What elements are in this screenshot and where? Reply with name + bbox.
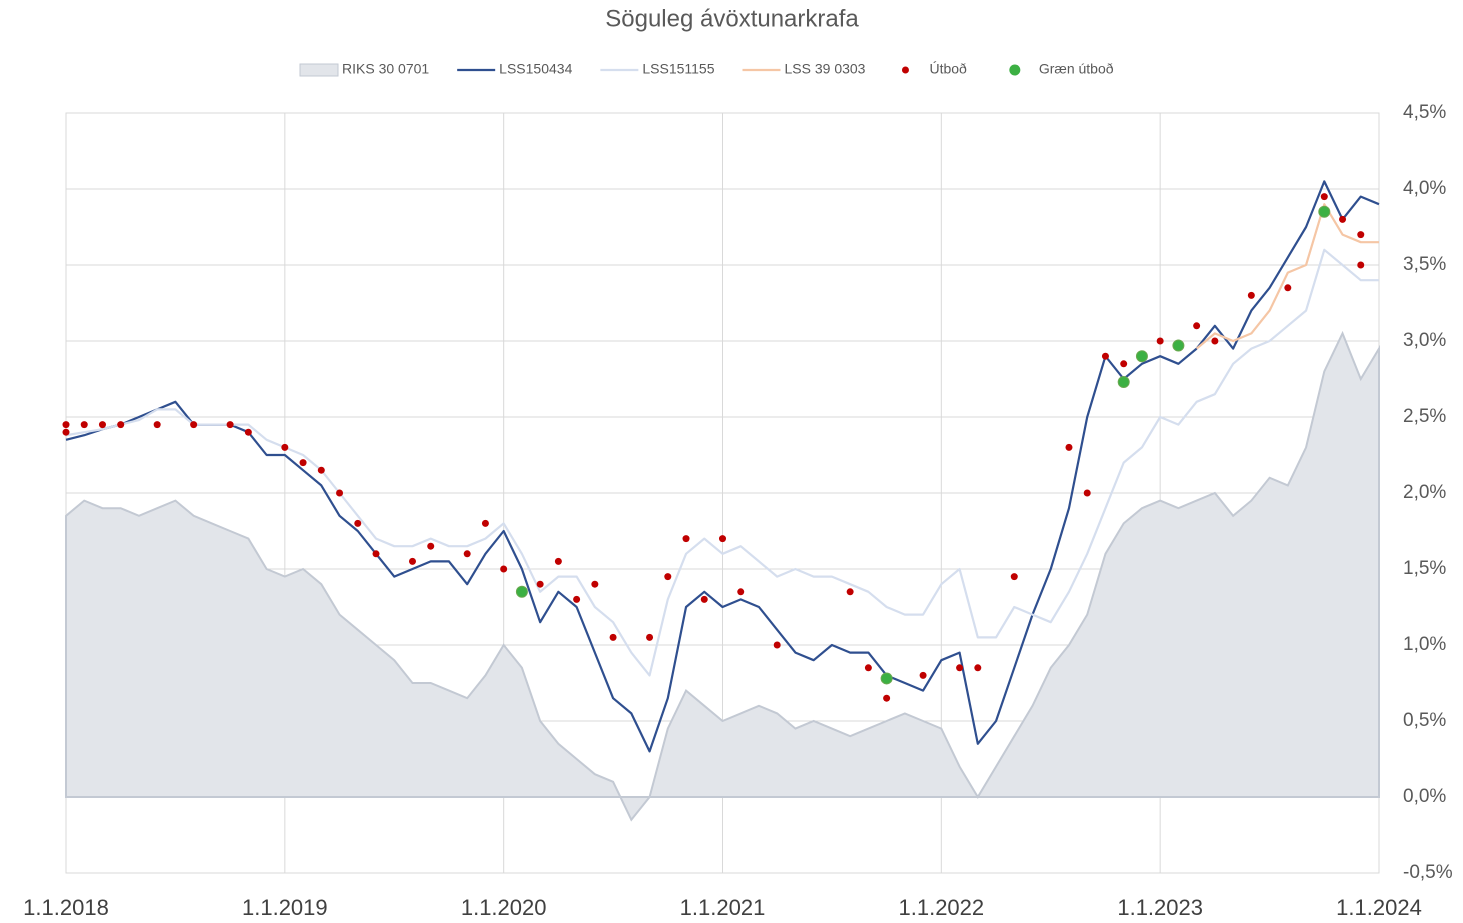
point (1117, 376, 1130, 389)
x-tick-label: 1.1.2020 (461, 895, 547, 920)
line (65, 180, 1380, 753)
point (1065, 443, 1073, 451)
point (62, 428, 70, 436)
legend-swatch (299, 63, 339, 77)
x-tick-label: 1.1.2018 (23, 895, 109, 920)
point (1318, 205, 1331, 218)
point (536, 580, 544, 588)
x-tick-label: 1.1.2023 (1117, 895, 1203, 920)
point (226, 421, 234, 429)
point (956, 664, 964, 672)
x-tick-label: 1.1.2022 (899, 895, 985, 920)
point (336, 489, 344, 497)
point (1135, 350, 1148, 363)
point (1357, 261, 1365, 269)
legend-label: LSS151155 (642, 61, 714, 77)
legend-label: RIKS 30 0701 (342, 61, 429, 77)
point (646, 633, 654, 641)
point (664, 573, 672, 581)
legend-label: Útboð (929, 61, 967, 77)
point (554, 557, 562, 565)
point (1172, 339, 1185, 352)
point (1247, 291, 1255, 299)
point (299, 459, 307, 467)
y-tick-label: 2,0% (1403, 482, 1446, 503)
line (1195, 203, 1379, 350)
point (591, 580, 599, 588)
point (919, 671, 927, 679)
point (153, 421, 161, 429)
y-tick-label: 0,5% (1403, 710, 1446, 731)
point (1193, 322, 1201, 330)
chart-title: Söguleg ávöxtunarkrafa (605, 5, 859, 32)
point (1357, 231, 1365, 239)
point (609, 633, 617, 641)
y-tick-label: 3,0% (1403, 330, 1446, 351)
y-tick-label: 1,5% (1403, 558, 1446, 579)
point (408, 557, 416, 565)
point (700, 595, 708, 603)
y-tick-label: 2,5% (1403, 406, 1446, 427)
point (682, 535, 690, 543)
point (372, 550, 380, 558)
point (1083, 489, 1091, 497)
point (98, 421, 106, 429)
point (515, 585, 528, 598)
y-tick-label: 0,0% (1403, 786, 1446, 807)
point (317, 466, 325, 474)
point (354, 519, 362, 527)
y-tick-label: 1,0% (1403, 634, 1446, 655)
point (773, 641, 781, 649)
point (1120, 360, 1128, 368)
legend-label: Græn útboð (1039, 61, 1114, 77)
point (864, 664, 872, 672)
point (1156, 337, 1164, 345)
point (1101, 352, 1109, 360)
point (500, 565, 508, 573)
point (846, 588, 854, 596)
point (427, 542, 435, 550)
point (573, 595, 581, 603)
x-tick-label: 1.1.2024 (1336, 895, 1422, 920)
y-tick-label: 3,5% (1403, 254, 1446, 275)
point (463, 550, 471, 558)
point (880, 672, 893, 685)
point (719, 535, 726, 543)
point (1010, 573, 1018, 581)
x-tick-label: 1.1.2019 (242, 895, 328, 920)
point (62, 421, 70, 429)
point (190, 421, 198, 429)
point (974, 664, 982, 672)
y-tick-label: 4,0% (1403, 178, 1446, 199)
point (737, 588, 745, 596)
point (117, 421, 125, 429)
point (1320, 193, 1328, 201)
legend-swatch (1009, 64, 1021, 76)
legend-swatch (901, 66, 909, 74)
point (883, 694, 891, 702)
x-tick-label: 1.1.2021 (680, 895, 766, 920)
legend-label: LSS 39 0303 (785, 61, 866, 77)
point (80, 421, 88, 429)
point (1211, 337, 1219, 345)
y-tick-label: 4,5% (1403, 102, 1446, 123)
point (481, 519, 489, 527)
legend-label: LSS150434 (499, 61, 572, 77)
point (244, 428, 252, 436)
point (1339, 215, 1347, 223)
area (65, 330, 1380, 822)
point (281, 443, 289, 451)
y-tick-label: -0,5% (1403, 862, 1453, 883)
point (1284, 284, 1292, 292)
